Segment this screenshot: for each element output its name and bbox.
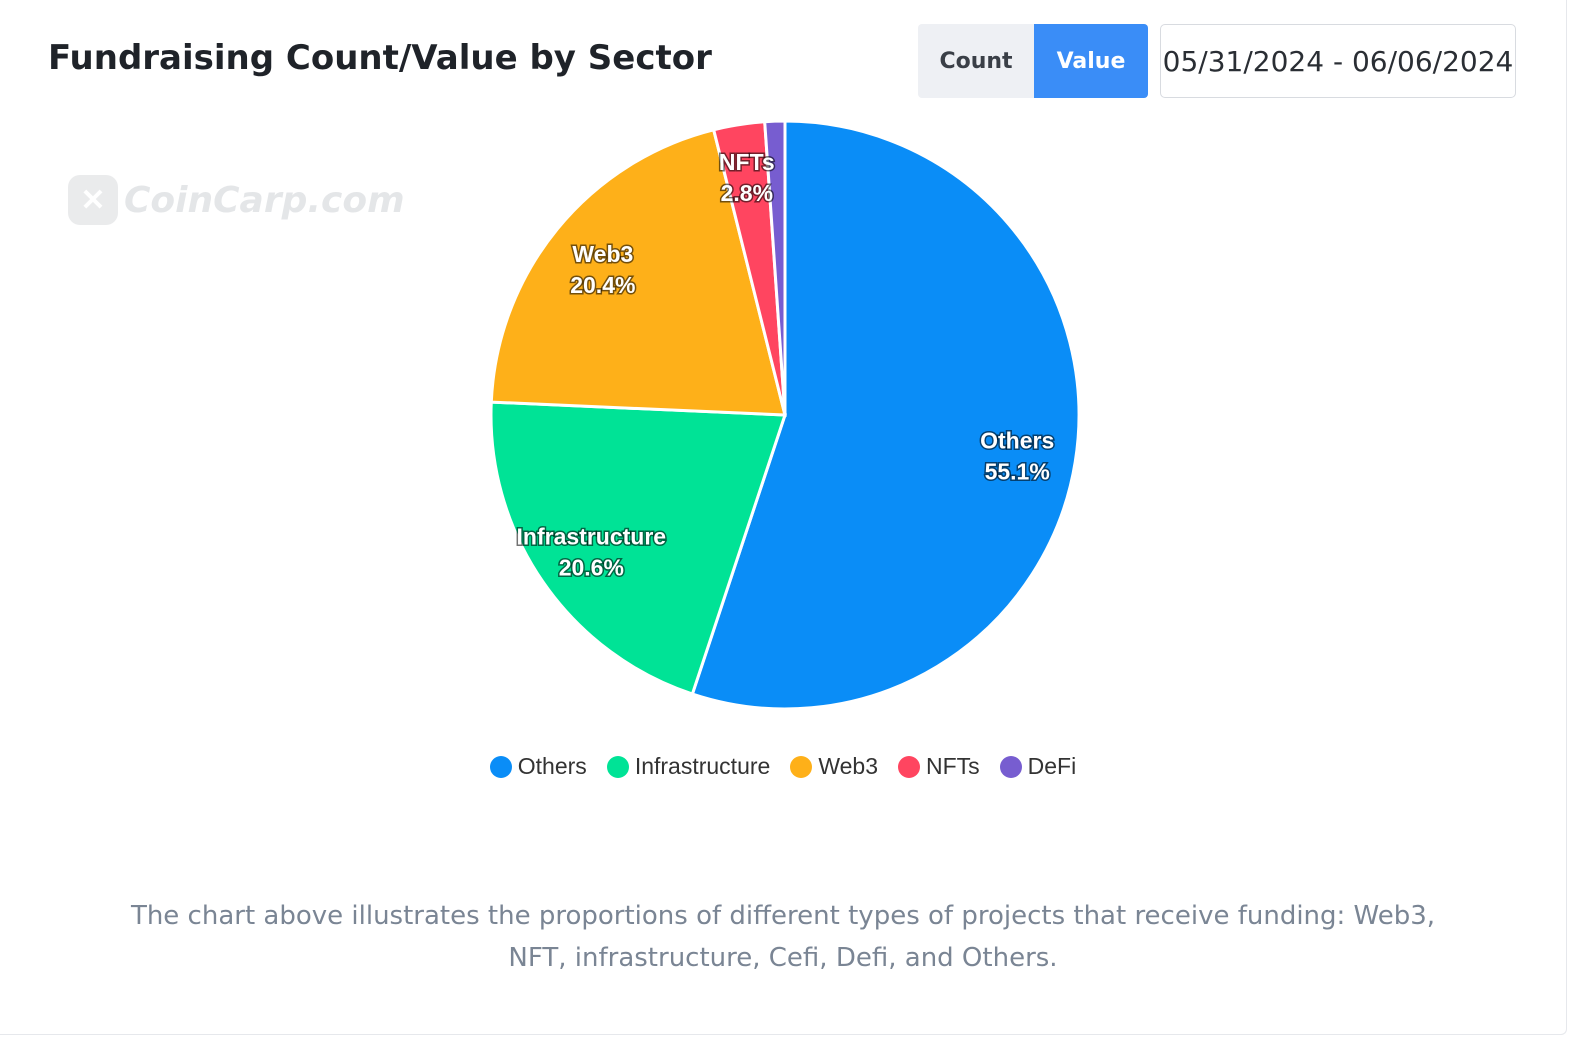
slice-label-name: NFTs (719, 149, 775, 175)
legend-item-infrastructure[interactable]: Infrastructure (606, 753, 771, 780)
pie-chart: Others 55.1% Infrastructure 20.6% Web3 20.4% N… (489, 119, 1081, 711)
slice-label-others: Others 55.1% (979, 426, 1056, 486)
pie-slice-infrastructure[interactable] (489, 400, 788, 696)
pie-slice-defi[interactable] (763, 119, 787, 416)
pie-slice-web3[interactable] (489, 127, 787, 417)
slice-label-nfts: NFTs 2.8% (717, 147, 776, 207)
legend-marker (897, 755, 920, 778)
watermark-text: CoinCarp.com (124, 179, 405, 221)
legend-item-web3[interactable]: Web3 (790, 753, 878, 780)
legend-marker (999, 755, 1022, 778)
slice-label-value: 20.4% (570, 272, 635, 298)
legend-marker (790, 755, 813, 778)
slice-label-name: Others (980, 428, 1054, 454)
legend-item-nfts[interactable]: NFTs (897, 753, 980, 780)
chart-legend: Others Infrastructure Web3 NFTs DeFi (0, 753, 1566, 780)
slice-label-infrastructure: Infrastructure 20.6% (515, 522, 668, 582)
legend-item-others[interactable]: Others (489, 753, 587, 780)
count-value-toggle: Count Value (918, 24, 1148, 98)
watermark: ✕ CoinCarp.com (68, 175, 405, 225)
legend-marker (606, 755, 629, 778)
legend-item-defi[interactable]: DeFi (999, 753, 1077, 780)
coincarp-logo-icon: ✕ (68, 175, 118, 225)
slice-label-value: 55.1% (985, 459, 1050, 485)
chart-title: Fundraising Count/Value by Sector (48, 38, 712, 78)
legend-marker (489, 755, 512, 778)
pie-slice-others[interactable] (690, 119, 1081, 711)
slice-label-value: 2.8% (721, 180, 773, 206)
value-button[interactable]: Value (1034, 24, 1148, 98)
chart-description: The chart above illustrates the proporti… (130, 901, 1436, 973)
legend-label: Others (517, 753, 587, 779)
slice-label-name: Web3 (572, 241, 633, 267)
slice-label-web3: Web3 20.4% (569, 240, 637, 300)
slice-label-value: 20.6% (559, 554, 624, 580)
chart-card: Fundraising Count/Value by Sector Count … (0, 0, 1567, 1035)
legend-label: Infrastructure (634, 753, 771, 779)
legend-label: Web3 (818, 753, 878, 779)
legend-label: NFTs (925, 753, 980, 779)
slice-label-name: Infrastructure (517, 523, 667, 549)
count-button[interactable]: Count (918, 24, 1034, 98)
date-range-picker[interactable]: 05/31/2024 - 06/06/2024 (1160, 24, 1516, 98)
legend-label: DeFi (1027, 753, 1077, 779)
